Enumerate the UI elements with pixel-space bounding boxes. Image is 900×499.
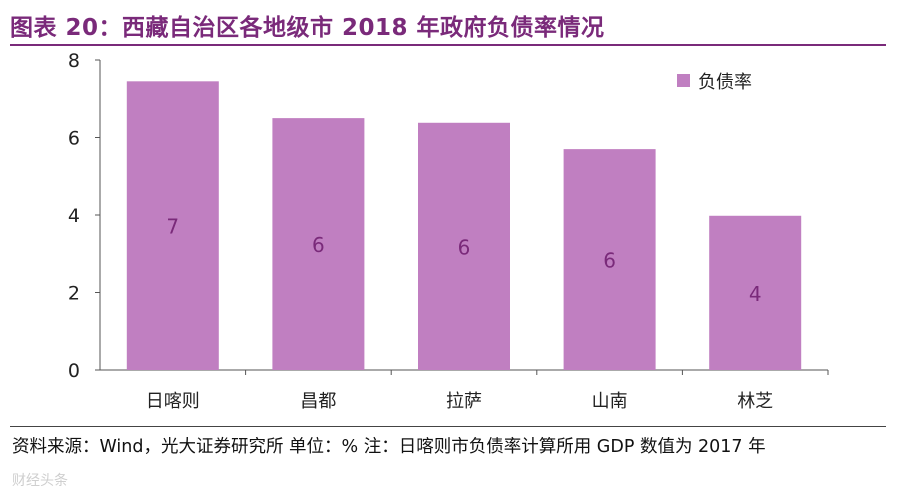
x-tick-label: 昌都 [300, 391, 336, 412]
x-tick-label: 日喀则 [146, 391, 200, 412]
y-tick-label: 0 [68, 360, 80, 382]
x-tick-label: 林芝 [737, 391, 773, 412]
bar-chart: 0 2 4 6 8 7 6 6 6 4 日喀则 昌都 拉萨 山南 林芝 负债率 [68, 50, 829, 412]
bar [418, 122, 510, 371]
y-tick-label: 4 [68, 205, 80, 227]
y-tick-label: 2 [68, 283, 80, 305]
watermark-text: 财经头条 [12, 473, 68, 489]
bar-data-label: 6 [312, 233, 325, 257]
legend-label: 负债率 [698, 72, 752, 93]
bar-data-label: 6 [458, 235, 471, 259]
y-tick-label: 8 [68, 50, 80, 72]
x-tick-label: 拉萨 [446, 391, 482, 412]
y-tick-label: 6 [68, 128, 80, 150]
source-note: 资料来源：Wind，光大证券研究所 单位：% 注：日喀则市负债率计算所用 GDP… [12, 437, 766, 457]
bar-series: 7 6 6 6 4 [126, 81, 802, 371]
x-axis-labels: 日喀则 昌都 拉萨 山南 林芝 [146, 370, 829, 412]
bar-data-label: 4 [749, 282, 762, 306]
legend-swatch [677, 74, 690, 87]
bar-data-label: 6 [603, 249, 616, 273]
x-tick-label: 山南 [592, 391, 628, 412]
page-title: 图表 20：西藏自治区各地级市 2018 年政府负债率情况 [10, 15, 605, 41]
chart-legend: 负债率 [677, 72, 752, 93]
bar [126, 81, 219, 370]
source-divider [10, 426, 886, 427]
bar [709, 215, 802, 370]
bar-data-label: 7 [166, 215, 179, 239]
bar [563, 149, 656, 370]
title-divider [10, 44, 886, 46]
y-axis-ticks: 0 2 4 6 8 [68, 50, 100, 382]
bar [272, 118, 365, 370]
